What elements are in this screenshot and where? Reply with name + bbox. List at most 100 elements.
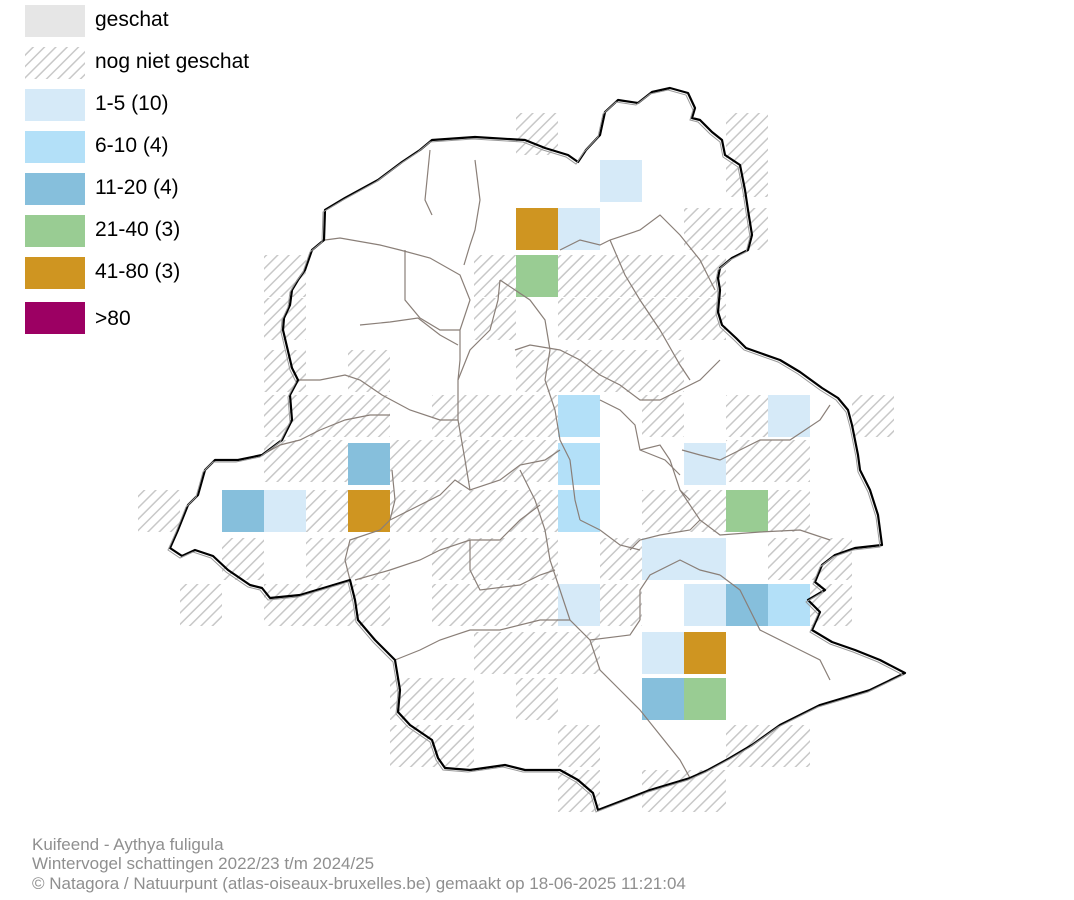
municipality-border [324, 237, 471, 381]
hatched-square [432, 538, 474, 580]
municipality-border [463, 159, 481, 266]
hatched-square [516, 632, 558, 674]
hatched-square [516, 678, 558, 720]
hatched-square [432, 584, 474, 626]
hatched-square [516, 395, 558, 437]
abundance-square [768, 395, 810, 437]
municipality-border [394, 619, 570, 661]
municipality-border [424, 149, 433, 216]
hatched-square [390, 725, 432, 767]
hatched-square [264, 440, 306, 482]
hatched-square [558, 770, 600, 812]
hatched-square [348, 395, 390, 437]
hatched-square [726, 725, 768, 767]
abundance-square [600, 160, 642, 202]
hatched-square [138, 490, 180, 532]
hatched-square [726, 395, 768, 437]
municipality-border [359, 317, 459, 346]
legend-swatch-5 [25, 215, 85, 247]
legend-label-over-80: >80 [95, 307, 131, 330]
hatched-square [474, 395, 516, 437]
hatched-square [432, 395, 474, 437]
hatched-square [684, 208, 726, 250]
municipality-border [404, 250, 460, 331]
legend-label-not-estimated: nog niet geschat [95, 50, 250, 73]
hatched-square [474, 490, 516, 532]
municipality-border [629, 519, 701, 551]
hatched-square [306, 538, 348, 580]
abundance-square [222, 490, 264, 532]
hatched-square [474, 538, 516, 580]
legend-label-11-20: 11-20 (4) [95, 176, 179, 199]
hatched-square [768, 490, 810, 532]
legend-swatch-0 [25, 5, 85, 37]
legend-swatches [25, 5, 85, 334]
municipality-boundaries [261, 149, 831, 779]
abundance-square [684, 584, 726, 626]
hatched-square [558, 298, 600, 340]
hatched-square [558, 255, 600, 297]
hatched-square [642, 350, 684, 392]
abundance-square [642, 632, 684, 674]
legend-swatch-7 [25, 302, 85, 334]
abundance-square [684, 443, 726, 485]
municipality-border [519, 469, 641, 641]
municipality-border [589, 639, 691, 779]
hatched-square [684, 770, 726, 812]
municipality-border [457, 419, 561, 491]
hatched-square [558, 725, 600, 767]
municipality-border [389, 479, 471, 521]
hatched-square [306, 395, 348, 437]
municipality-border [544, 349, 581, 521]
hatched-square [222, 538, 264, 580]
hatched-square [600, 255, 642, 297]
legend-swatch-6 [25, 257, 85, 289]
hatched-square [642, 298, 684, 340]
abundance-squares [222, 160, 810, 720]
hatched-square [306, 440, 348, 482]
footer-credit: © Natagora / Natuurpunt (atlas-oiseaux-b… [32, 874, 686, 893]
hatched-square [474, 298, 516, 340]
hatched-square [348, 350, 390, 392]
municipality-border [559, 214, 716, 291]
hatched-square [600, 584, 642, 626]
municipality-border [298, 279, 501, 421]
hatched-square [474, 255, 516, 297]
hatched-square [474, 440, 516, 482]
municipality-border [609, 239, 691, 381]
hatched-square [516, 113, 558, 155]
abundance-square [642, 678, 684, 720]
abundance-square [684, 538, 726, 580]
abundance-square [516, 208, 558, 250]
hatched-square [600, 298, 642, 340]
hatched-square [726, 113, 768, 155]
hatched-square [852, 395, 894, 437]
hatched-square [390, 490, 432, 532]
hatched-square [432, 678, 474, 720]
municipality-border [354, 504, 541, 581]
municipality-border [499, 279, 551, 351]
abundance-square [348, 490, 390, 532]
municipality-border [639, 444, 691, 501]
municipality-border [514, 344, 721, 401]
hatched-square [348, 538, 390, 580]
municipality-border [639, 559, 721, 620]
municipality-border [579, 519, 641, 551]
municipality-border [679, 489, 831, 541]
not-yet-estimated-squares [138, 113, 894, 812]
hatched-square [516, 350, 558, 392]
hatched-square [684, 490, 726, 532]
municipality-border [599, 399, 681, 476]
hatched-square [390, 440, 432, 482]
hatched-square [768, 440, 810, 482]
hatched-square [264, 350, 306, 392]
legend-swatch-2 [25, 89, 85, 121]
legend-label-estimated: geschat [95, 8, 169, 31]
hatched-square [516, 584, 558, 626]
hatched-square [432, 725, 474, 767]
abundance-square [768, 584, 810, 626]
footer-period: Wintervogel schattingen 2022/23 t/m 2024… [32, 854, 375, 873]
abundance-square [558, 395, 600, 437]
hatched-square [306, 490, 348, 532]
